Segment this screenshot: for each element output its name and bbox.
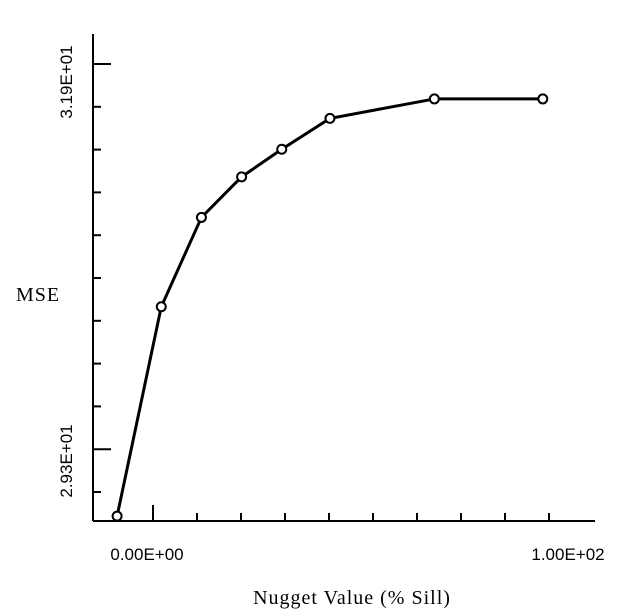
x-axis-label: Nugget Value (% Sill) — [253, 587, 451, 609]
series — [111, 93, 549, 522]
y-tick-label-bottom: 2.93E+01 — [57, 424, 76, 497]
data-point — [236, 171, 248, 183]
x-tick-label-right: 1.00E+02 — [531, 545, 604, 564]
data-point — [537, 93, 549, 105]
data-point — [155, 301, 167, 313]
y-axis-label: MSE — [16, 284, 60, 306]
axes — [92, 34, 595, 522]
y-tick-label-top: 3.19E+01 — [57, 45, 76, 118]
data-point — [428, 93, 440, 105]
data-point — [324, 112, 336, 124]
data-point — [195, 211, 207, 223]
y-ticks — [92, 63, 111, 493]
x-tick-label-left: 0.00E+00 — [110, 545, 183, 564]
data-point — [276, 143, 288, 155]
series-line — [115, 97, 543, 517]
data-point — [111, 510, 123, 522]
x-ticks — [152, 505, 550, 521]
